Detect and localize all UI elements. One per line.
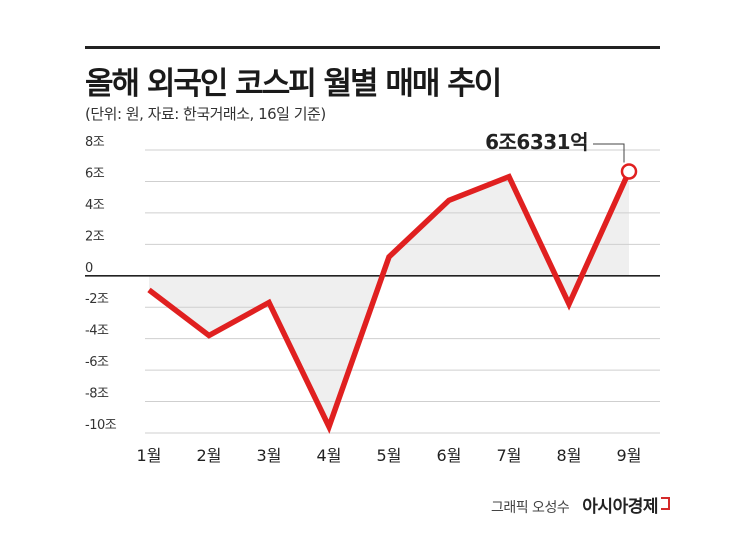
callout-leader	[593, 143, 625, 163]
y-tick-label: 2조	[85, 229, 105, 244]
y-tick-label: -8조	[85, 387, 109, 402]
y-tick-label: -6조	[85, 355, 109, 370]
y-tick-label: 6조	[85, 166, 105, 181]
x-tick-label: 2월	[197, 446, 222, 465]
x-tick-label: 7월	[497, 446, 522, 465]
highlight-point	[620, 163, 638, 180]
top-rule	[85, 46, 660, 49]
y-tick-label: -4조	[85, 324, 109, 339]
y-tick-label: -2조	[85, 292, 109, 307]
x-tick-label: 3월	[257, 446, 282, 465]
y-tick-label: -10조	[85, 418, 117, 433]
callout-label: 6조6331억	[485, 130, 588, 154]
footer: 그래픽 오성수 아시아경제	[491, 492, 670, 517]
x-tick-label: 5월	[377, 446, 402, 465]
x-tick-label: 8월	[557, 446, 582, 465]
chart-title: 올해 외국인 코스피 월별 매매 추이	[85, 66, 502, 102]
x-tick-label: 6월	[437, 446, 462, 465]
x-tick-label: 1월	[137, 446, 162, 465]
area-fill	[149, 171, 629, 427]
brand-mark-icon	[661, 497, 670, 510]
graphic-credit: 그래픽 오성수	[490, 500, 570, 516]
x-tick-label: 9월	[617, 446, 642, 465]
y-tick-label: 0	[85, 261, 93, 276]
y-tick-label: 8조	[85, 135, 105, 150]
x-tick-label: 4월	[317, 446, 342, 465]
chart-subtitle: (단위: 원, 자료: 한국거래소, 16일 기준)	[85, 105, 326, 123]
y-tick-label: 4조	[85, 198, 105, 213]
brand-logo: 아시아경제	[582, 497, 658, 517]
